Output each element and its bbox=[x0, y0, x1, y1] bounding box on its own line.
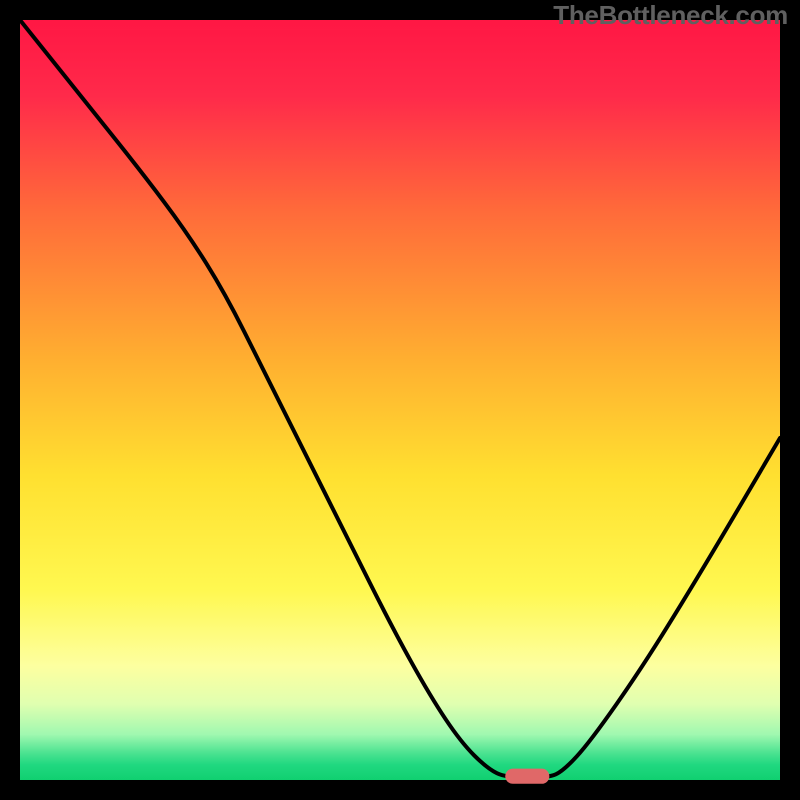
chart-canvas bbox=[0, 0, 800, 800]
plot-background bbox=[20, 20, 780, 780]
bottleneck-marker bbox=[505, 769, 549, 784]
watermark-text: TheBottleneck.com bbox=[553, 0, 788, 31]
